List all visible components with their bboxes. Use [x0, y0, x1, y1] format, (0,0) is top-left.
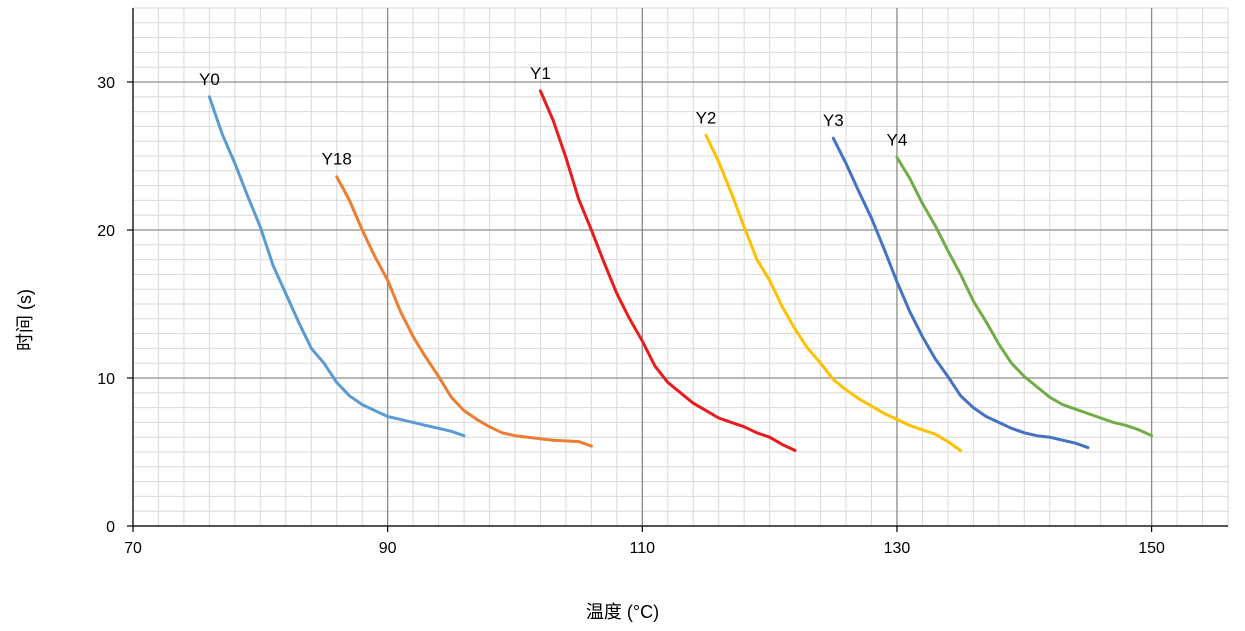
- y-tick-label: 0: [106, 519, 115, 536]
- x-tick-label: 110: [630, 540, 656, 557]
- tick-labels: 70 90 110 130 150 0 10 20 30: [97, 75, 1165, 557]
- series-line-y3: [831, 136, 1090, 450]
- x-tick-label: 150: [1138, 540, 1165, 557]
- x-tick-label: 90: [379, 540, 397, 557]
- x-axis-title: 温度 (°C): [585, 602, 660, 622]
- series-label-y4: Y4: [887, 130, 908, 149]
- x-tick-label: 130: [884, 540, 911, 557]
- axes: [127, 8, 1228, 532]
- series-line-y0: [207, 95, 466, 438]
- y-axis-title: 时间 (s): [15, 289, 35, 351]
- series-labels: Y0 Y18 Y1 Y2 Y3 Y4: [199, 64, 907, 169]
- series-label-y2: Y2: [696, 108, 717, 127]
- series-line-y2: [704, 133, 963, 452]
- series-label-y18: Y18: [322, 150, 352, 169]
- y-axis-title-wrap: 时间 (s): [4, 260, 44, 380]
- major-gridlines: [132, 8, 1228, 527]
- series-lines: [207, 89, 1154, 452]
- y-tick-label: 30: [97, 75, 115, 92]
- series-line-y1: [538, 89, 797, 452]
- series-line-y4: [895, 156, 1154, 438]
- series-label-y1: Y1: [530, 64, 551, 83]
- series-line-y18: [335, 175, 593, 448]
- y-tick-label: 10: [97, 371, 115, 388]
- series-label-y0: Y0: [199, 70, 220, 89]
- series-label-y3: Y3: [823, 111, 844, 130]
- y-tick-label: 20: [97, 223, 115, 240]
- minor-gridlines: [132, 7, 1229, 527]
- x-tick-label: 70: [124, 540, 142, 557]
